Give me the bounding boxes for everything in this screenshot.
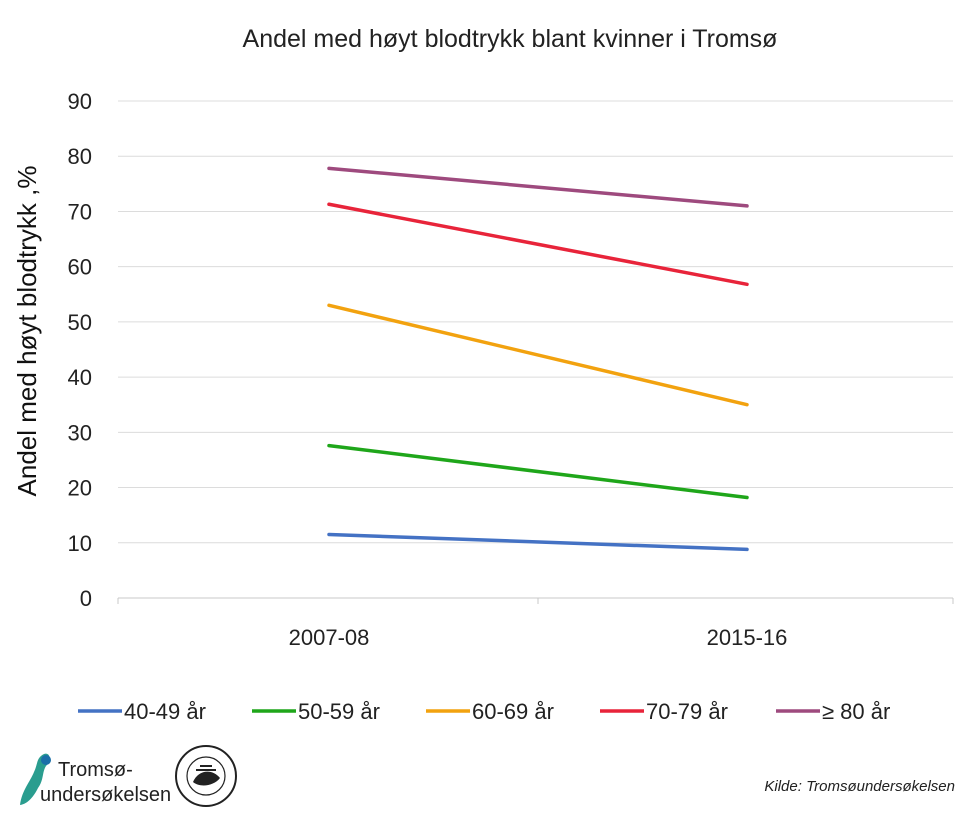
y-axis-ticks: 0 10 20 30 40 50 60 70 80 90: [68, 89, 92, 611]
series-line-5: [327, 166, 749, 208]
series-line-4: [327, 202, 749, 287]
legend-label: 40-49 år: [124, 699, 206, 724]
y-axis-label: Andel med høyt blodtrykk ,%: [12, 166, 42, 497]
x-tick-label: 2015-16: [707, 625, 788, 650]
y-tick-label: 10: [68, 531, 92, 556]
y-tick-label: 70: [68, 199, 92, 224]
legend-label: 60-69 år: [472, 699, 554, 724]
legend-label: 50-59 år: [298, 699, 380, 724]
y-tick-label: 60: [68, 255, 92, 280]
y-tick-label: 50: [68, 310, 92, 335]
y-tick-label: 90: [68, 89, 92, 114]
map-dot-icon: [41, 755, 51, 765]
legend-label: 70-79 år: [646, 699, 728, 724]
y-tick-label: 0: [80, 586, 92, 611]
y-tick-label: 80: [68, 144, 92, 169]
x-tick-label: 2007-08: [289, 625, 370, 650]
source-note: Kilde: Tromsøundersøkelsen: [764, 778, 955, 795]
series-lines: [327, 166, 749, 552]
gridlines: [118, 100, 953, 599]
tromso-logo: Tromsø- undersøkelsen: [20, 753, 171, 806]
y-tick-label: 20: [68, 476, 92, 501]
logo-line1: Tromsø-: [58, 759, 133, 781]
x-axis-ticks: 2007-08 2015-16: [117, 598, 954, 650]
y-tick-label: 40: [68, 365, 92, 390]
series-line-3: [327, 303, 749, 407]
chart-title: Andel med høyt blodtrykk blant kvinner i…: [243, 25, 778, 53]
university-seal: [175, 745, 237, 807]
series-line-2: [327, 443, 749, 500]
logo-line2: undersøkelsen: [40, 784, 171, 806]
legend-label: ≥ 80 år: [822, 699, 890, 724]
series-line-1: [327, 532, 749, 552]
map-icon: [20, 753, 50, 805]
y-tick-label: 30: [68, 420, 92, 445]
legend: 40-49 år 50-59 år 60-69 år 70-79 år ≥ 80 år: [78, 699, 890, 724]
